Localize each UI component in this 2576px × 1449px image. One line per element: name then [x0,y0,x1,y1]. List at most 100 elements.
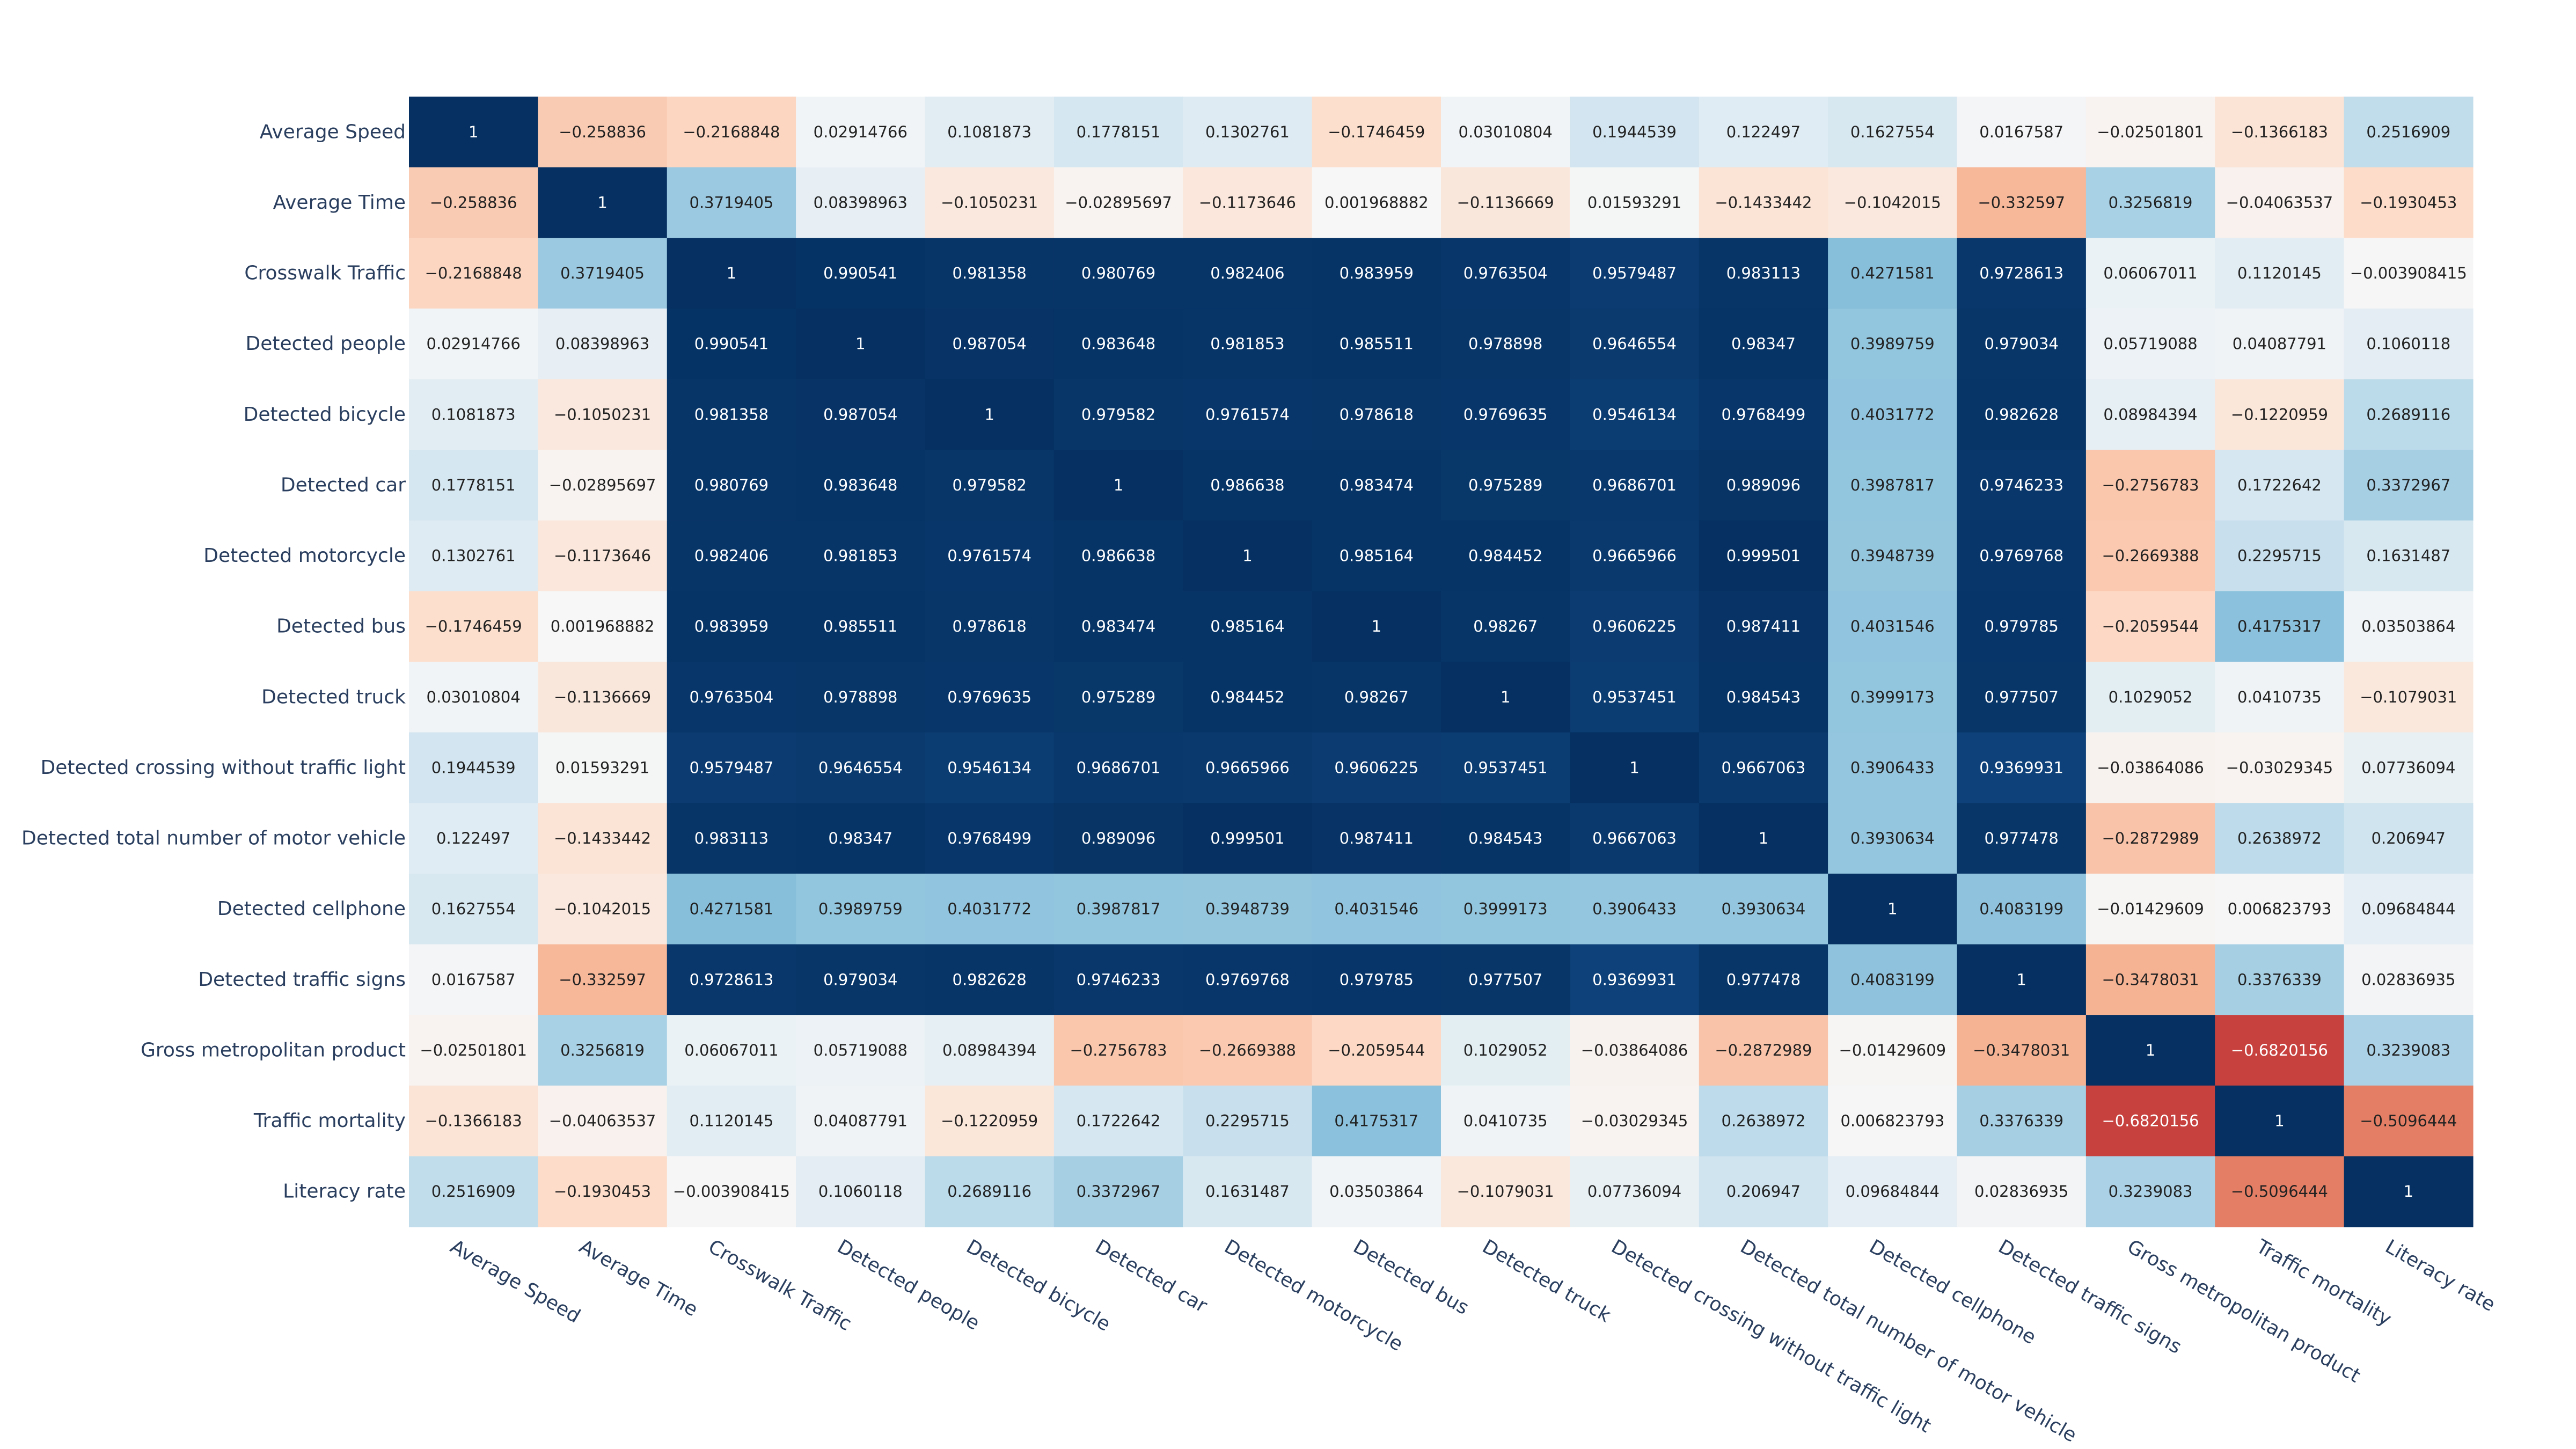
heatmap-cell [2085,379,2215,450]
heatmap-cell [2085,1015,2215,1086]
heatmap-cell-value: 0.3376339 [1979,1112,2063,1130]
heatmap-cell-value: −0.1220959 [2231,405,2328,423]
heatmap-cell-value: −0.2669388 [2102,547,2199,565]
heatmap-cell [1828,167,1958,238]
heatmap-cell-value: 1 [1629,758,1639,777]
heatmap-cell-value: 1 [597,193,607,211]
heatmap-cell [925,167,1055,238]
heatmap-cell [667,591,796,662]
heatmap-cell [2344,1085,2473,1157]
heatmap-cell-value: −0.2872989 [2102,829,2199,847]
heatmap-cell [1441,450,1570,521]
heatmap-cell-value: −0.332597 [559,970,646,989]
y-axis-tick-label: Detected bicycle [244,404,406,426]
heatmap-cell-value: 0.975289 [1468,476,1542,494]
heatmap-cell-value: 0.983648 [823,476,897,494]
heatmap-cell [667,803,796,874]
heatmap-cell-value: 0.02914766 [814,123,908,141]
heatmap-cell [1957,732,2087,803]
heatmap-cell [538,379,668,450]
heatmap-cell-value: 0.9646554 [818,758,903,777]
heatmap-cell [2344,450,2473,521]
heatmap-cell-value: 0.9537451 [1592,688,1677,706]
heatmap-cell-value: 0.981853 [1210,335,1284,353]
heatmap-cell-value: −0.5096444 [2360,1112,2457,1130]
heatmap-cell [925,1015,1055,1086]
heatmap-cell-value: 0.07736094 [1587,1182,1681,1201]
heatmap-cell [1828,379,1958,450]
heatmap-cell [1053,1015,1183,1086]
heatmap-cell [667,238,796,309]
heatmap-cell-value: 0.9769635 [1463,405,1548,423]
heatmap-cell-value: 0.979582 [953,476,1027,494]
heatmap-cell [1699,662,1828,733]
heatmap-cell-value: 0.3239083 [2109,1182,2193,1201]
heatmap-cell-value: 0.986638 [1081,547,1155,565]
heatmap-cell-value: 0.1120145 [690,1112,774,1130]
heatmap-cell [1570,803,1700,874]
heatmap-cell [796,662,926,733]
heatmap-cell [667,308,796,380]
heatmap-cell-value: −0.1136669 [1457,193,1554,211]
heatmap-cell [1053,732,1183,803]
heatmap-cell-value: 0.02836935 [2361,970,2455,989]
heatmap-cell-value: 0.3376339 [2237,970,2322,989]
heatmap-cell [409,308,538,380]
heatmap-cell [2085,450,2215,521]
heatmap-cell [1699,591,1828,662]
heatmap-cell-value: −0.332597 [1978,193,2065,211]
heatmap-cell [2215,97,2345,168]
heatmap-cell-value: 1 [2016,970,2026,989]
y-axis-tick-label: Detected total number of motor vehicle [21,828,406,850]
heatmap-cell-value: −0.01429609 [1839,1041,1946,1059]
heatmap-cell [1699,167,1828,238]
heatmap-cell-value: 0.3239083 [2366,1041,2450,1059]
heatmap-cell-value: 0.1029052 [1463,1041,1548,1059]
heatmap-cell [1570,1085,1700,1157]
heatmap-cell-value: −0.2059544 [1328,1041,1425,1059]
heatmap-cell-value: 0.984543 [1468,829,1542,847]
heatmap-cell [1570,450,1700,521]
heatmap-cell-value: −0.6820156 [2231,1041,2328,1059]
heatmap-cell [2085,803,2215,874]
heatmap-cell-value: 0.982628 [953,970,1027,989]
heatmap-cell-value: 0.3989759 [818,900,903,918]
heatmap-cell [796,167,926,238]
heatmap-cell [1183,1156,1313,1227]
heatmap-cell-value: 0.9606225 [1592,617,1677,635]
heatmap-cell-value: −0.003908415 [2350,264,2467,282]
heatmap-cell [667,732,796,803]
heatmap-cell-value: 0.3948739 [1850,547,1935,565]
heatmap-cell-value: 0.1081873 [431,405,516,423]
heatmap-cell [1699,732,1828,803]
heatmap-cell-value: 0.9606225 [1334,758,1418,777]
heatmap-cell-value: 0.981358 [694,405,769,423]
heatmap-cell-value: 0.03010804 [427,688,521,706]
heatmap-cell [796,1015,926,1086]
heatmap-cell [538,1156,668,1227]
heatmap-cell-value: 0.05719088 [2103,335,2197,353]
heatmap-cell [1828,1156,1958,1227]
heatmap-cell-value: 0.3989759 [1850,335,1935,353]
heatmap-cell-value: 1 [2404,1182,2413,1201]
heatmap-cell-value: 0.1631487 [1205,1182,1290,1201]
heatmap-cell [796,238,926,309]
heatmap-cell-value: 0.9537451 [1463,758,1548,777]
heatmap-cell-value: −0.3478031 [1973,1041,2070,1059]
heatmap-cell-value: 0.9746233 [1077,970,1161,989]
heatmap-cell-value: 0.0410735 [1463,1112,1548,1130]
heatmap-cell-value: 0.07736094 [2361,758,2455,777]
heatmap-cell [1828,238,1958,309]
heatmap-cell-value: −0.04063537 [549,1112,656,1130]
heatmap-cell-value: −0.1366183 [425,1112,522,1130]
heatmap-cell-value: −0.258836 [559,123,646,141]
heatmap-cell-value: −0.1042015 [554,900,651,918]
heatmap-cell [2344,732,2473,803]
heatmap-cell [1183,379,1313,450]
heatmap-cell [538,167,668,238]
heatmap-cell [1183,732,1313,803]
heatmap-cell [1957,520,2087,591]
heatmap-cell [1183,167,1313,238]
heatmap-cell [925,1085,1055,1157]
heatmap-cell-value: 0.9769635 [947,688,1031,706]
